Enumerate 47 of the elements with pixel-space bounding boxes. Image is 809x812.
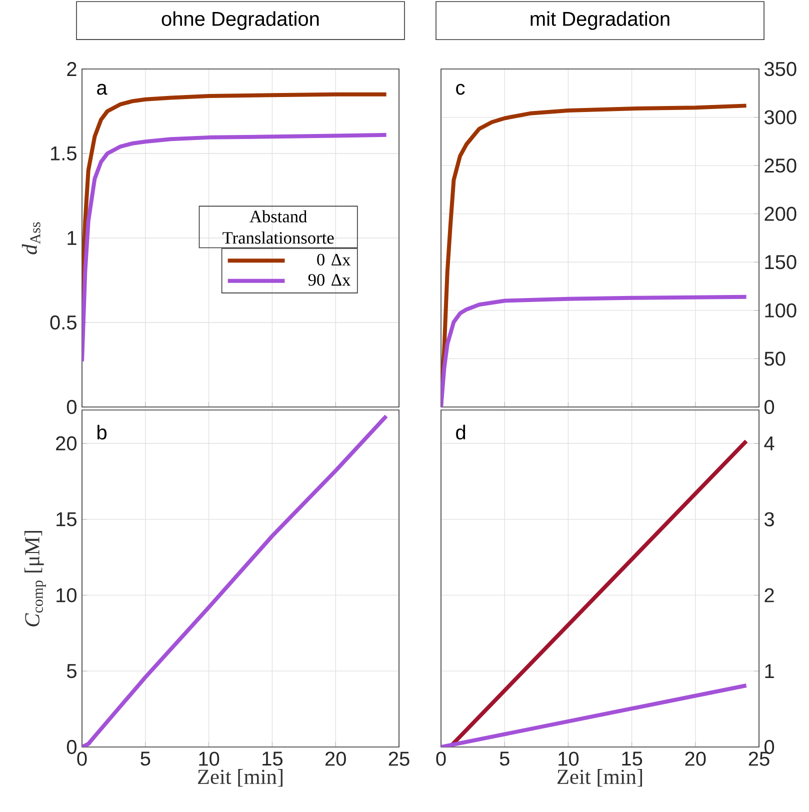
chart-title: ohne Degradation bbox=[162, 11, 319, 30]
y-tick-label: 2 bbox=[67, 62, 76, 76]
x-tick-label: 15 bbox=[262, 752, 282, 766]
y-tick-label: 15 bbox=[56, 512, 76, 526]
legend-label: 90 Δx bbox=[308, 274, 350, 286]
legend-title: Abstand Translationsorte bbox=[222, 210, 334, 244]
y-axis-title: C$_{comp}$ [μM] bbox=[24, 530, 46, 626]
y-axis-title: d$_{Ass}$ bbox=[22, 222, 40, 254]
annotation: b bbox=[98, 424, 107, 440]
y-tick-label: 250 bbox=[764, 158, 796, 173]
y-tick-label: 20 bbox=[56, 436, 76, 450]
y-tick-label: 2 bbox=[764, 588, 774, 602]
x-tick-label: 20 bbox=[685, 752, 706, 766]
y-tick-label: 3 bbox=[764, 512, 774, 526]
legend-label: 0 Δx bbox=[317, 254, 350, 266]
y-tick-label: 0.5 bbox=[50, 315, 76, 330]
annotation: c bbox=[456, 84, 465, 95]
y-tick-label: 10 bbox=[56, 588, 76, 602]
y-tick-label: 300 bbox=[764, 110, 796, 124]
y-tick-label: 100 bbox=[765, 303, 796, 318]
x-tick-label: 0 bbox=[77, 752, 87, 766]
y-tick-label: 1 bbox=[765, 664, 774, 678]
x-tick-label: 5 bbox=[140, 752, 150, 766]
line-series bbox=[441, 294, 748, 407]
y-tick-label: 1 bbox=[68, 231, 76, 245]
y-tick-label: 50 bbox=[764, 352, 786, 366]
y-tick-label: 0 bbox=[66, 400, 76, 414]
x-tick-label: 25 bbox=[388, 752, 410, 766]
y-tick-label: 200 bbox=[764, 206, 796, 221]
y-tick-label: 5 bbox=[66, 664, 76, 678]
annotation: d bbox=[456, 424, 466, 440]
y-tick-label: 0 bbox=[66, 740, 76, 754]
y-tick-label: 1.5 bbox=[51, 146, 76, 160]
x-axis-title: Zeit [min] bbox=[198, 769, 282, 787]
y-tick-label: 150 bbox=[765, 255, 796, 270]
annotation: a bbox=[97, 84, 108, 95]
chart-title: mit Degradation bbox=[530, 11, 670, 30]
x-axis-title: Zeit [min] bbox=[557, 769, 642, 787]
x-tick-label: 5 bbox=[500, 752, 510, 766]
x-tick-label: 0 bbox=[436, 752, 446, 766]
x-tick-label: 10 bbox=[199, 752, 220, 766]
x-tick-label: 20 bbox=[325, 752, 346, 766]
y-tick-label: 4 bbox=[764, 436, 774, 450]
y-tick-label: 0 bbox=[764, 400, 774, 414]
x-tick-label: 10 bbox=[558, 752, 579, 766]
x-tick-label: 15 bbox=[622, 752, 642, 766]
y-tick-label: 350 bbox=[764, 62, 796, 76]
